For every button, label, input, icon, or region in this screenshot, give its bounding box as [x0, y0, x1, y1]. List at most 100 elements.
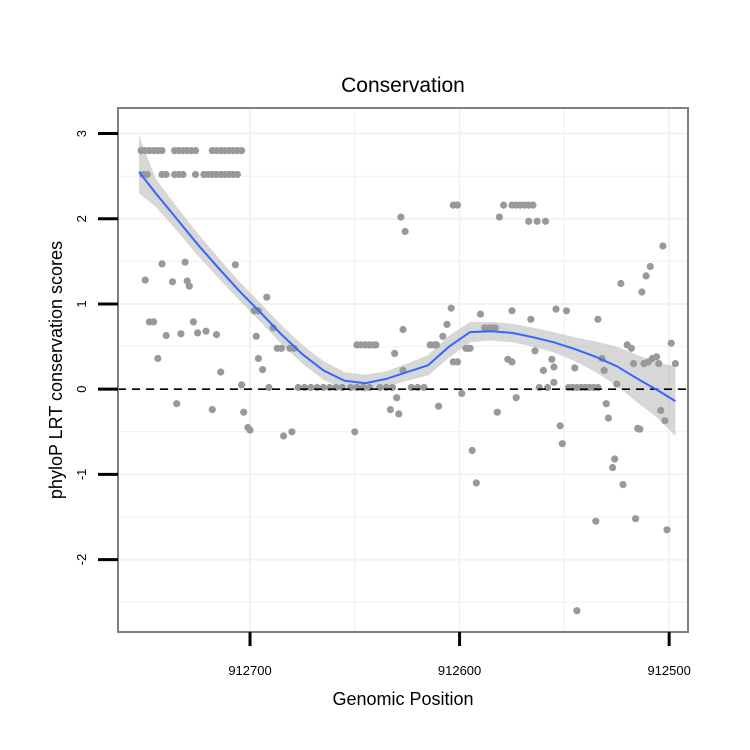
data-point — [265, 383, 273, 392]
data-point — [661, 417, 669, 425]
data-point — [238, 147, 246, 155]
smooth-line-layer — [138, 171, 676, 402]
y-tick-label: 2 — [74, 215, 89, 222]
data-point — [491, 324, 499, 332]
data-point — [548, 355, 556, 363]
data-point — [202, 327, 210, 335]
data-point — [571, 364, 579, 372]
data-point — [671, 360, 680, 368]
data-point — [372, 341, 380, 349]
data-point — [493, 408, 501, 416]
data-point — [453, 358, 462, 366]
data-point — [181, 258, 189, 266]
data-point — [439, 332, 447, 340]
data-point — [642, 272, 650, 280]
y-tick-label: 1 — [74, 300, 89, 307]
data-point — [353, 383, 361, 392]
data-point — [388, 383, 397, 392]
data-point — [627, 344, 636, 352]
data-point — [280, 432, 288, 440]
data-point — [558, 440, 566, 448]
data-point — [300, 383, 309, 392]
y-axis-title: phyloP LRT conservation scores — [46, 241, 66, 499]
y-tick-label: 0 — [74, 386, 89, 393]
data-point — [233, 170, 241, 179]
points-layer — [137, 147, 680, 615]
data-point — [472, 479, 480, 487]
data-point — [525, 217, 533, 225]
data-point — [259, 366, 267, 374]
data-point — [359, 383, 367, 392]
data-point — [313, 383, 321, 392]
data-point — [332, 383, 340, 392]
data-point — [573, 607, 581, 615]
data-point — [636, 425, 644, 433]
data-point — [391, 349, 399, 357]
data-point — [508, 307, 516, 315]
y-axis: -2 -1 0 1 2 3 — [74, 130, 118, 565]
data-point — [535, 383, 543, 392]
data-point — [447, 304, 455, 312]
data-point — [420, 383, 428, 392]
data-point — [238, 381, 246, 389]
data-point — [541, 217, 550, 225]
x-axis-title: Genomic Position — [332, 689, 473, 709]
data-point — [288, 428, 296, 436]
data-point — [189, 318, 197, 326]
data-point — [150, 318, 158, 326]
data-point — [393, 394, 401, 402]
data-point — [294, 383, 302, 392]
data-point — [154, 354, 162, 363]
y-tick-label: -2 — [74, 554, 89, 566]
y-tick-label: 3 — [74, 130, 89, 137]
data-point — [508, 358, 516, 366]
data-point — [611, 455, 619, 463]
chart-title: Conservation — [341, 74, 465, 97]
data-point — [347, 383, 355, 392]
data-point — [158, 260, 166, 268]
data-point — [432, 341, 441, 349]
data-point — [632, 515, 640, 523]
data-point — [609, 464, 617, 472]
confidence-band — [139, 135, 676, 437]
data-point — [466, 344, 474, 352]
data-point — [453, 201, 462, 209]
data-point — [231, 261, 239, 269]
data-point — [351, 428, 359, 436]
data-point — [399, 325, 407, 334]
data-point — [581, 383, 589, 392]
data-point — [655, 360, 663, 368]
data-point — [382, 383, 390, 392]
data-point — [443, 320, 451, 328]
data-point — [162, 331, 170, 340]
data-point — [653, 353, 661, 361]
data-point — [594, 315, 602, 323]
smooth-line — [138, 171, 676, 402]
data-point — [539, 366, 548, 374]
data-point — [592, 517, 600, 525]
data-point — [179, 170, 187, 179]
data-point — [307, 383, 315, 392]
data-point — [435, 402, 443, 410]
data-point — [246, 426, 254, 434]
data-point — [495, 213, 503, 221]
data-point — [173, 400, 181, 408]
data-point — [240, 408, 248, 416]
data-point — [533, 217, 541, 225]
data-point — [556, 422, 564, 430]
data-point — [468, 446, 476, 455]
data-point — [194, 329, 202, 337]
data-point — [158, 147, 166, 155]
data-point — [397, 213, 405, 221]
data-point — [552, 305, 560, 313]
data-point — [168, 278, 177, 286]
data-point — [208, 406, 216, 414]
x-tick-label: 912700 — [228, 663, 271, 678]
data-point — [550, 363, 558, 371]
data-point — [376, 383, 384, 392]
data-point — [185, 282, 193, 290]
data-point — [143, 170, 151, 179]
data-point — [529, 201, 537, 209]
data-point — [177, 330, 185, 338]
data-point — [594, 383, 602, 392]
